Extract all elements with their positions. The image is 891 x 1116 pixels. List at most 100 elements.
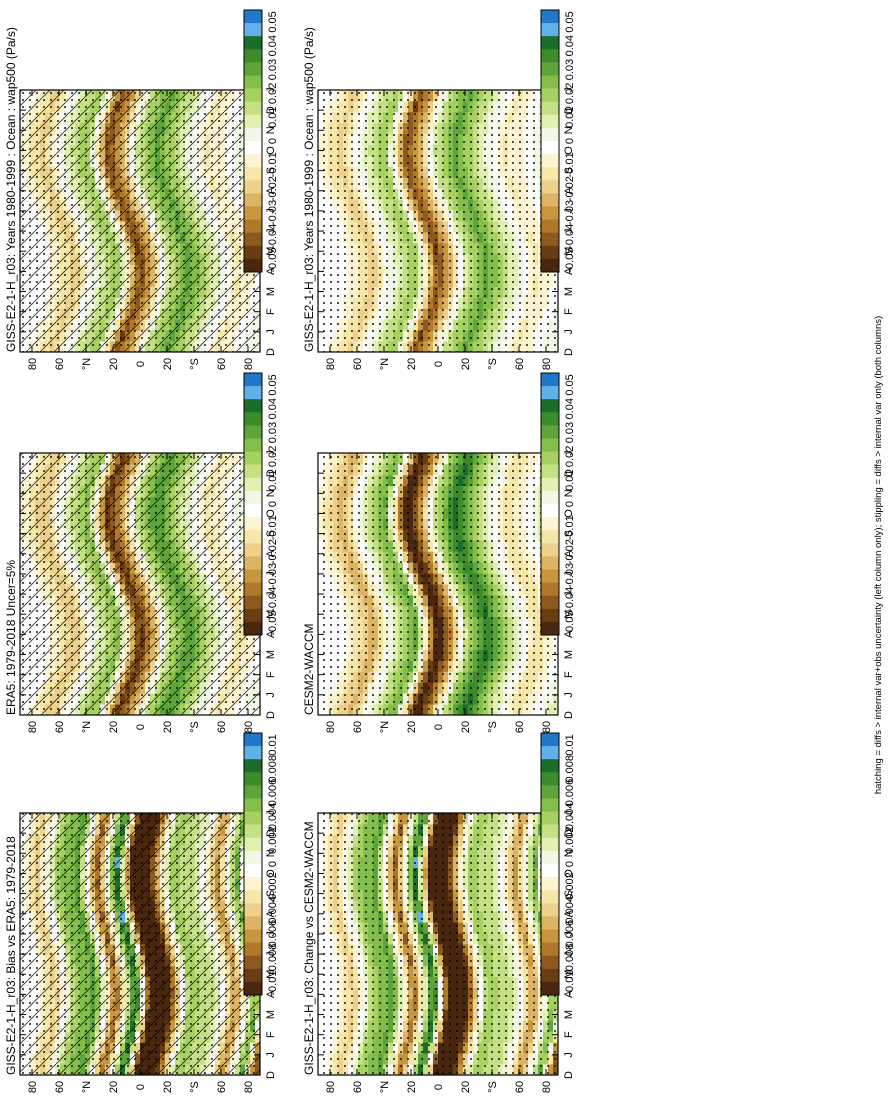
- colorbar-tick-label: -0.05: [564, 611, 576, 636]
- lat-tick-label: 60: [514, 1081, 526, 1093]
- colorbar-swatch: [541, 517, 559, 530]
- colorbar-tick-label: 0.008: [267, 755, 279, 783]
- lat-tick-label: 60: [216, 721, 228, 733]
- colorbar-swatch: [541, 799, 559, 812]
- lat-tick-label: 60: [352, 1081, 364, 1093]
- colorbar-swatch: [244, 180, 262, 193]
- colorbar-swatch: [244, 141, 262, 154]
- colorbar-tick-label: 0.03: [564, 59, 576, 80]
- colorbar-swatch: [541, 128, 559, 141]
- colorbar-swatch: [541, 373, 559, 386]
- colorbar-swatch: [244, 982, 262, 995]
- colorbar-p1: 0.050.040.030.020.010-0.01-0.02-0.03-0.0…: [244, 10, 279, 273]
- colorbar-swatch: [541, 556, 559, 569]
- colorbar-swatch: [541, 193, 559, 206]
- colorbar-tick-label: 0.04: [564, 35, 576, 56]
- colorbar-swatch: [244, 128, 262, 141]
- lat-tick-label: 60: [54, 358, 66, 370]
- colorbar-tick-label: -0.01: [564, 152, 576, 177]
- colorbar-swatch: [244, 517, 262, 530]
- colorbar-tick-label: -0.01: [267, 971, 279, 996]
- colorbar-swatch: [541, 76, 559, 89]
- colorbar-swatch: [244, 746, 262, 759]
- lat-tick-label: °S: [487, 721, 499, 733]
- colorbar-tick-label: -0.008: [564, 944, 576, 975]
- colorbar-tick-label: 0.002: [267, 826, 279, 854]
- colorbar-tick-label: 0: [267, 501, 279, 507]
- colorbar-swatch: [541, 49, 559, 62]
- colorbar-swatch: [541, 838, 559, 851]
- lat-tick-label: 80: [541, 358, 553, 370]
- month-tick-label: F: [563, 671, 575, 678]
- lat-tick-label: 80: [541, 721, 553, 733]
- colorbar-tick-label: -0.03: [564, 200, 576, 225]
- month-tick-label: D: [563, 348, 575, 356]
- colorbar-swatch: [541, 180, 559, 193]
- colorbar-swatch: [541, 62, 559, 75]
- colorbar-swatch: [244, 733, 262, 746]
- colorbar-swatch: [244, 425, 262, 438]
- lat-tick-label: 60: [352, 721, 364, 733]
- colorbar-tick-label: 0.03: [267, 422, 279, 443]
- colorbar-swatch: [244, 969, 262, 982]
- lat-tick-label: °N: [81, 358, 93, 370]
- lat-tick-label: 80: [27, 721, 39, 733]
- colorbar-swatch: [244, 543, 262, 556]
- colorbar-p2: 0.050.040.030.020.010-0.01-0.02-0.03-0.0…: [541, 10, 576, 273]
- colorbar-swatch: [541, 785, 559, 798]
- colorbar-swatch: [541, 943, 559, 956]
- colorbar-tick-label: 0: [564, 138, 576, 144]
- lat-tick-label: 20: [162, 721, 174, 733]
- colorbar-swatch: [244, 812, 262, 825]
- lat-tick-label: 20: [406, 1081, 418, 1093]
- colorbar-swatch: [541, 386, 559, 399]
- colorbar-swatch: [541, 982, 559, 995]
- colorbar-swatch: [244, 386, 262, 399]
- colorbar-tick-label: 0.01: [564, 106, 576, 127]
- colorbar-tick-label: -0.02: [267, 539, 279, 564]
- colorbar-tick-label: 0.03: [267, 59, 279, 80]
- colorbar-swatch: [244, 373, 262, 386]
- colorbar-swatch: [541, 969, 559, 982]
- colorbar-swatch: [541, 570, 559, 583]
- lat-tick-label: 80: [325, 721, 337, 733]
- colorbar-swatch: [244, 115, 262, 128]
- lat-tick-label: 20: [108, 1081, 120, 1093]
- colorbar-tick-label: -0.008: [267, 944, 279, 975]
- colorbar-tick-label: -0.01: [267, 152, 279, 177]
- colorbar-swatch: [244, 76, 262, 89]
- colorbar-swatch: [541, 233, 559, 246]
- colorbar-swatch: [244, 772, 262, 785]
- colorbar-tick-label: 0.04: [267, 398, 279, 419]
- lat-tick-label: 80: [243, 721, 255, 733]
- colorbar-swatch: [244, 10, 262, 23]
- lat-tick-label: 0: [433, 1084, 445, 1090]
- lat-tick-label: 60: [216, 1081, 228, 1093]
- colorbar-swatch: [541, 167, 559, 180]
- lat-tick-label: 80: [325, 358, 337, 370]
- colorbar-swatch: [541, 452, 559, 465]
- lat-tick-label: 20: [162, 358, 174, 370]
- colorbar-swatch: [244, 956, 262, 969]
- lat-tick-label: 80: [27, 1081, 39, 1093]
- colorbar-tick-label: -0.01: [267, 515, 279, 540]
- lat-tick-label: 80: [243, 1081, 255, 1093]
- colorbar-swatch: [541, 530, 559, 543]
- month-tick-label: J: [563, 692, 575, 698]
- colorbar-swatch: [541, 207, 559, 220]
- colorbar-swatch: [244, 167, 262, 180]
- panel-title: ERA5: 1979-2018 Uncer=5%: [4, 560, 18, 715]
- lat-tick-label: 0: [135, 1084, 147, 1090]
- footer-caption: hatching = diffs > internal var+obs unce…: [873, 316, 884, 794]
- lat-tick-label: 0: [433, 724, 445, 730]
- colorbar-tick-label: 0.004: [267, 803, 279, 831]
- lat-tick-label: 80: [243, 358, 255, 370]
- lat-tick-label: °N: [379, 358, 391, 370]
- colorbar-tick-label: -0.01: [564, 515, 576, 540]
- colorbar-tick-label: -0.02: [267, 176, 279, 201]
